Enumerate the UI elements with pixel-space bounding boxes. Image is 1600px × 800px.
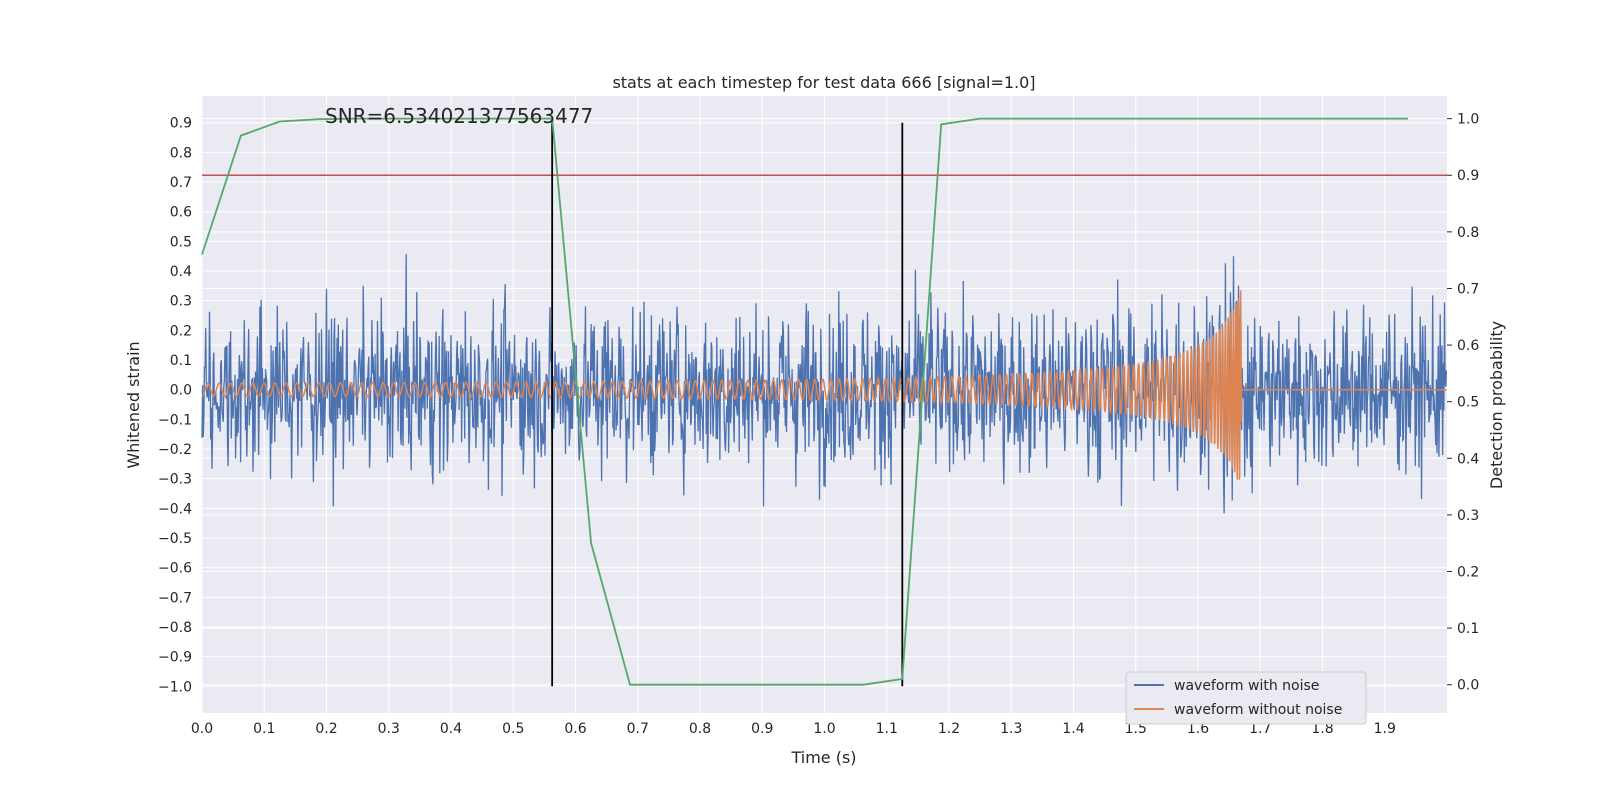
- x-tick-label: 0.2: [315, 721, 337, 737]
- y-tick-label: 0.1: [170, 353, 192, 369]
- y-tick-label: 0.5: [170, 234, 192, 250]
- y2-tick-label: 0.5: [1457, 395, 1479, 411]
- y2-tick-label: 0.3: [1457, 508, 1479, 524]
- y-tick-label: 0.2: [170, 323, 192, 339]
- legend-label-noise: waveform with noise: [1174, 678, 1319, 694]
- y-tick-label: 0.6: [170, 205, 192, 221]
- x-tick-label: 0.9: [751, 721, 773, 737]
- y-tick-label: 0.7: [170, 175, 192, 191]
- y-tick-label: 0.0: [170, 383, 192, 399]
- x-tick-label: 1.6: [1187, 721, 1209, 737]
- x-tick-label: 1.0: [813, 721, 835, 737]
- y-tick-label: 0.4: [170, 264, 192, 280]
- y-tick-label: 0.8: [170, 145, 192, 161]
- y2-tick-label: 0.1: [1457, 621, 1479, 637]
- x-tick-label: 1.4: [1062, 721, 1084, 737]
- y-tick-label: −0.3: [158, 472, 192, 488]
- x-tick-label: 1.8: [1311, 721, 1333, 737]
- y2-tick-label: 0.7: [1457, 281, 1479, 297]
- y2-tick-label: 0.2: [1457, 564, 1479, 580]
- x-tick-label: 0.7: [627, 721, 649, 737]
- x-tick-label: 0.4: [440, 721, 462, 737]
- x-tick-label: 1.3: [1000, 721, 1022, 737]
- y2-tick-labels: 1.0 0.9 0.8 0.7 0.6 0.5 0.4 0.3 0.2 0.1 0.0: [1447, 112, 1479, 694]
- y2-tick-label: 0.9: [1457, 168, 1479, 184]
- y-tick-label: 0.9: [170, 116, 192, 132]
- x-axis-title: Time (s): [790, 748, 856, 767]
- y-tick-label: −0.4: [158, 501, 192, 517]
- x-tick-label: 0.0: [191, 721, 213, 737]
- series-waveform-without-noise: [201, 290, 1447, 480]
- legend-box: [1125, 671, 1367, 725]
- y-tick-label: −0.1: [158, 412, 192, 428]
- y-tick-label: −0.5: [158, 531, 192, 547]
- x-tick-label: 1.5: [1125, 721, 1147, 737]
- y-tick-label: −0.6: [158, 561, 192, 577]
- x-tick-label: 0.5: [502, 721, 524, 737]
- series-detection-probability: [201, 117, 1409, 686]
- x-tick-label: 0.3: [378, 721, 400, 737]
- y2-tick-label: 0.6: [1457, 338, 1479, 354]
- y-tick-label: −0.2: [158, 442, 192, 458]
- x-tick-label: 1.1: [876, 721, 898, 737]
- series-layer: [201, 117, 1448, 687]
- y2-tick-label: 0.4: [1457, 451, 1479, 467]
- y-tick-label: −1.0: [158, 679, 192, 695]
- y-tick-label: −0.9: [158, 650, 192, 666]
- x-tick-labels: 0.0 0.1 0.2 0.3 0.4 0.5 0.6 0.7 0.8 0.9 1.0 1.1 1.2 1…: [191, 721, 1396, 737]
- y2-tick-label: 1.0: [1457, 112, 1479, 128]
- y-axis-title: Whitened strain: [124, 341, 143, 468]
- legend-label-clean: waveform without noise: [1174, 702, 1342, 718]
- x-tick-label: 0.8: [689, 721, 711, 737]
- x-tick-label: 1.2: [938, 721, 960, 737]
- y-tick-label: 0.3: [170, 294, 192, 310]
- y-tick-label: −0.8: [158, 620, 192, 636]
- chart-title: stats at each timestep for test data 666…: [612, 73, 1035, 92]
- x-tick-label: 1.9: [1374, 721, 1396, 737]
- x-tick-label: 0.1: [253, 721, 275, 737]
- y2-tick-label: 0.0: [1457, 678, 1479, 694]
- y-tick-label: −0.7: [158, 590, 192, 606]
- y2-tick-label: 0.8: [1457, 225, 1479, 241]
- x-tick-label: 1.7: [1249, 721, 1271, 737]
- legend: waveform with noise waveform without noi…: [1125, 671, 1367, 725]
- y-tick-labels: 0.9 0.8 0.7 0.6 0.5 0.4 0.3 0.2 0.1 0.0 −0.1 −0.2 −0…: [158, 116, 192, 696]
- snr-annotation: SNR=6.534021377563477: [325, 104, 593, 128]
- x-tick-label: 0.6: [564, 721, 586, 737]
- y2-axis-title: Detection probability: [1487, 321, 1506, 489]
